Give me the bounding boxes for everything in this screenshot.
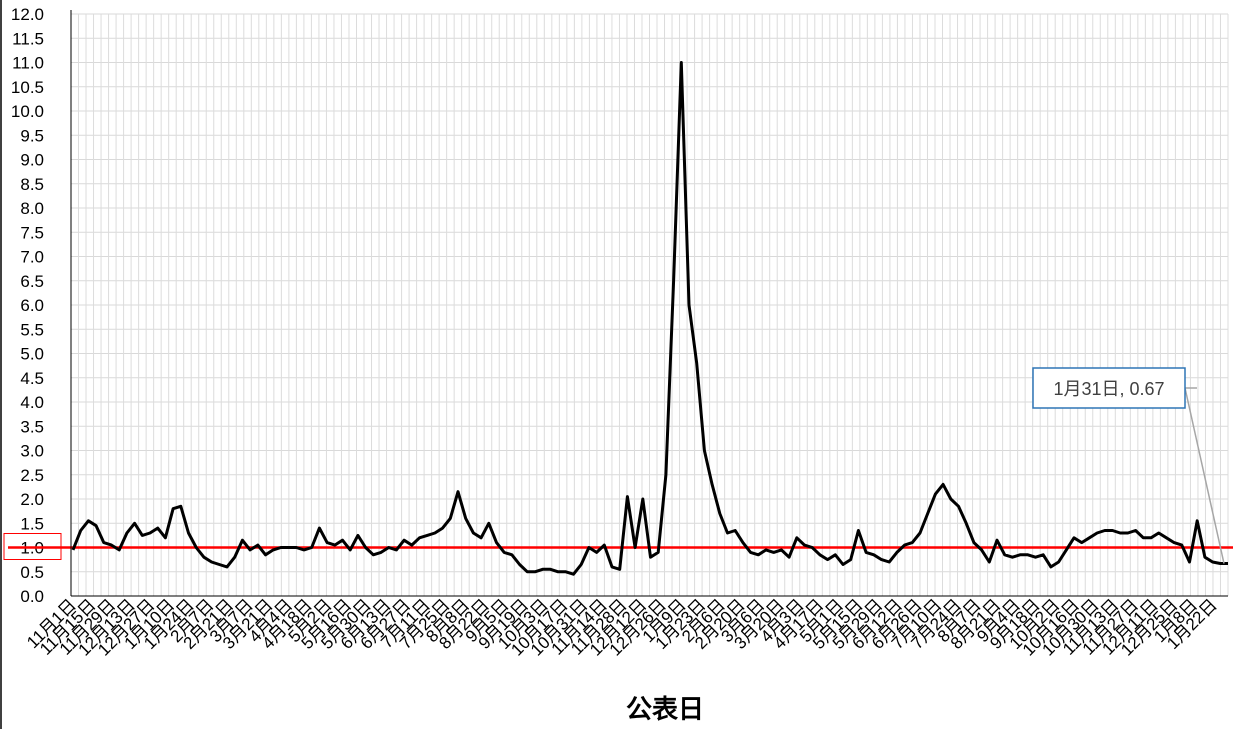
data-label-leader (1184, 387, 1225, 564)
x-axis-title: 公表日 (626, 694, 704, 724)
y-tick-label: 2.5 (20, 466, 44, 485)
y-tick-label: 4.0 (20, 393, 44, 412)
y-tick-label: 3.5 (20, 417, 44, 436)
y-tick-label: 1.5 (20, 514, 44, 533)
y-tick-label: 9.5 (20, 126, 44, 145)
y-tick-label: 9.0 (20, 151, 44, 170)
grid-layer (70, 13, 1229, 597)
y-tick-label: 0.5 (20, 563, 44, 582)
y-tick-label: 3.0 (20, 442, 44, 461)
series-line (71, 61, 1228, 576)
y-tick-label: 5.0 (20, 345, 44, 364)
x-axis-ticks: 11月1日11月15日11月29日12月13日12月27日1月10日1月24日2… (23, 595, 1221, 659)
highlighted-tick-box (3, 533, 62, 560)
y-tick-label: 12.0 (11, 5, 44, 24)
y-tick-label: 6.0 (20, 296, 44, 315)
data-label-box (1032, 367, 1186, 409)
y-tick-label: 6.5 (20, 272, 44, 291)
y-tick-label: 4.5 (20, 369, 44, 388)
y-tick-label: 10.5 (11, 78, 44, 97)
y-tick-label: 5.5 (20, 320, 44, 339)
y-tick-label: 8.5 (20, 175, 44, 194)
y-tick-label: 11.0 (12, 54, 44, 73)
y-tick-label: 8.0 (20, 199, 44, 218)
y-tick-label: 7.0 (20, 248, 44, 267)
data-label: 1月31日, 0.67 (1053, 379, 1164, 399)
y-tick-label: 11.5 (12, 29, 44, 48)
y-tick-label: 0.0 (20, 587, 44, 606)
y-tick-label: 7.5 (20, 223, 44, 242)
y-tick-label: 10.0 (11, 102, 44, 121)
y-axis-ticks: 0.00.51.01.52.02.53.03.54.04.55.05.56.06… (11, 5, 44, 606)
y-tick-label: 2.0 (20, 490, 44, 509)
